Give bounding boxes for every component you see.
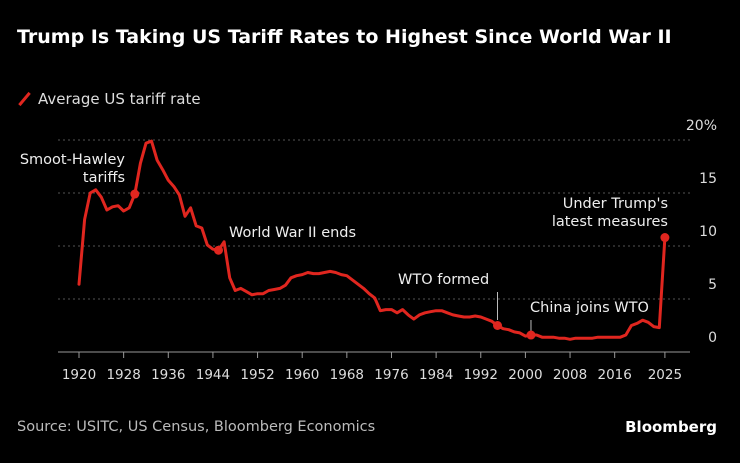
annotation-label: tariffs (83, 170, 125, 186)
x-tick-label: 1984 (419, 367, 453, 383)
x-tick-label: 1936 (151, 367, 185, 383)
bloomberg-logo: Bloomberg (625, 418, 717, 436)
annotation-label: Under Trump's (563, 196, 668, 212)
x-tick-label: 1920 (62, 367, 96, 383)
x-tick-label: 2000 (508, 367, 542, 383)
y-tick-label: 5 (708, 277, 717, 293)
x-tick-label: 1944 (196, 367, 230, 383)
legend: Average US tariff rate (17, 90, 201, 108)
annotation-label: Smoot-Hawley (20, 152, 126, 168)
annotation-marker (493, 321, 502, 330)
x-tick-label: 2016 (598, 367, 632, 383)
x-tick-label: 1960 (285, 367, 319, 383)
source-note: Source: USITC, US Census, Bloomberg Econ… (17, 419, 376, 435)
annotation-marker (526, 330, 536, 340)
x-tick-label: 1952 (240, 367, 274, 383)
legend-label: Average US tariff rate (38, 90, 201, 108)
annotation-marker (214, 245, 223, 255)
annotation-marker (130, 189, 140, 199)
annotation-label: latest measures (552, 214, 668, 230)
series-line-average-us-tariff-rate (77, 139, 667, 341)
x-tick-label: 2025 (648, 367, 682, 383)
x-tick-label: 1992 (464, 367, 498, 383)
y-tick-label: 15 (699, 171, 717, 187)
y-tick-label: 10 (699, 224, 717, 240)
chart-title: Trump Is Taking US Tariff Rates to Highe… (17, 26, 672, 48)
annotation-label: WTO formed (398, 272, 489, 288)
x-tick-label: 1968 (330, 367, 364, 383)
y-tick-label: 20% (686, 118, 717, 134)
x-tick-label: 2008 (553, 367, 587, 383)
x-tick-label: 1928 (106, 367, 140, 383)
y-tick-label: 0 (708, 330, 717, 346)
annotation-label: World War II ends (229, 225, 356, 241)
annotation-label: China joins WTO (530, 300, 649, 316)
annotation-marker (660, 233, 670, 243)
x-tick-label: 1976 (374, 367, 408, 383)
